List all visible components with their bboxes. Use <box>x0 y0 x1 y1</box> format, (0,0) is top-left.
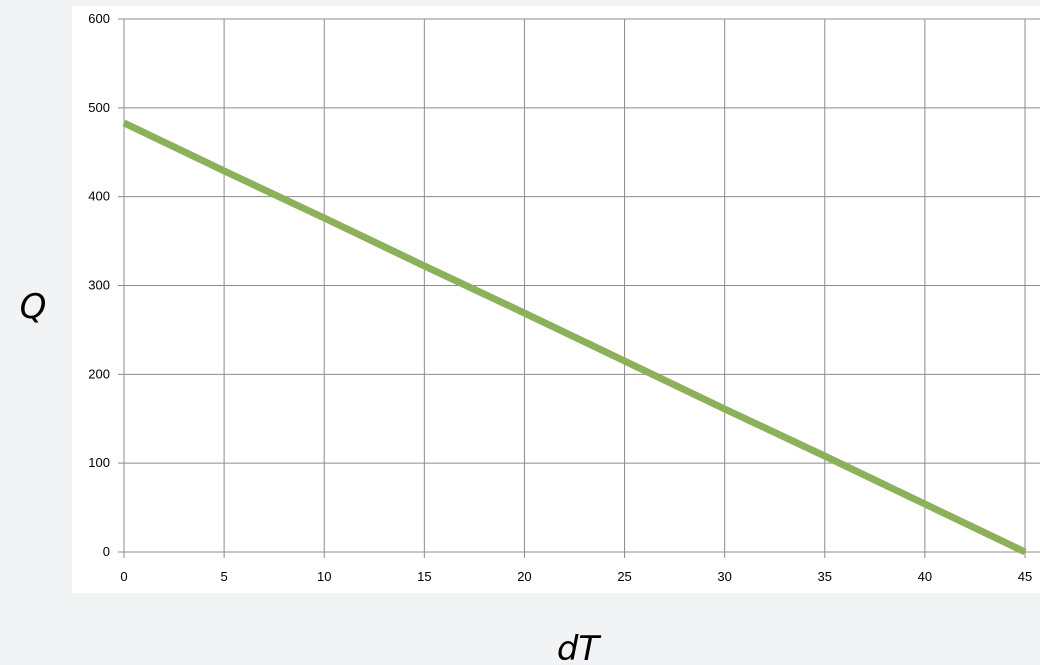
x-tick-label: 5 <box>220 569 227 584</box>
x-tick-label: 20 <box>517 569 531 584</box>
y-tick-label: 0 <box>103 544 110 559</box>
x-tick-label: 10 <box>317 569 331 584</box>
tick-labels: 0 100 200 300 400 500 600 0 5 10 15 20 25 30 35 40 45 <box>88 11 1032 584</box>
plot-area-background <box>72 6 1040 593</box>
x-tick-label: 45 <box>1018 569 1032 584</box>
x-tick-label: 30 <box>717 569 731 584</box>
x-tick-label: 15 <box>417 569 431 584</box>
y-tick-label: 200 <box>88 366 110 381</box>
y-tick-label: 100 <box>88 455 110 470</box>
x-tick-label: 35 <box>818 569 832 584</box>
x-tick-label: 0 <box>120 569 127 584</box>
y-tick-label: 400 <box>88 189 110 204</box>
x-tick-label: 40 <box>918 569 932 584</box>
series-layer <box>122 119 1027 556</box>
y-axis-title: Q <box>20 287 47 327</box>
grid-lines <box>118 18 1040 558</box>
y-tick-label: 300 <box>88 278 110 293</box>
y-tick-label: 500 <box>88 100 110 115</box>
x-tick-label: 25 <box>617 569 631 584</box>
y-tick-label: 600 <box>88 11 110 26</box>
series-line <box>122 119 1027 556</box>
x-axis-title: dT <box>557 629 602 665</box>
